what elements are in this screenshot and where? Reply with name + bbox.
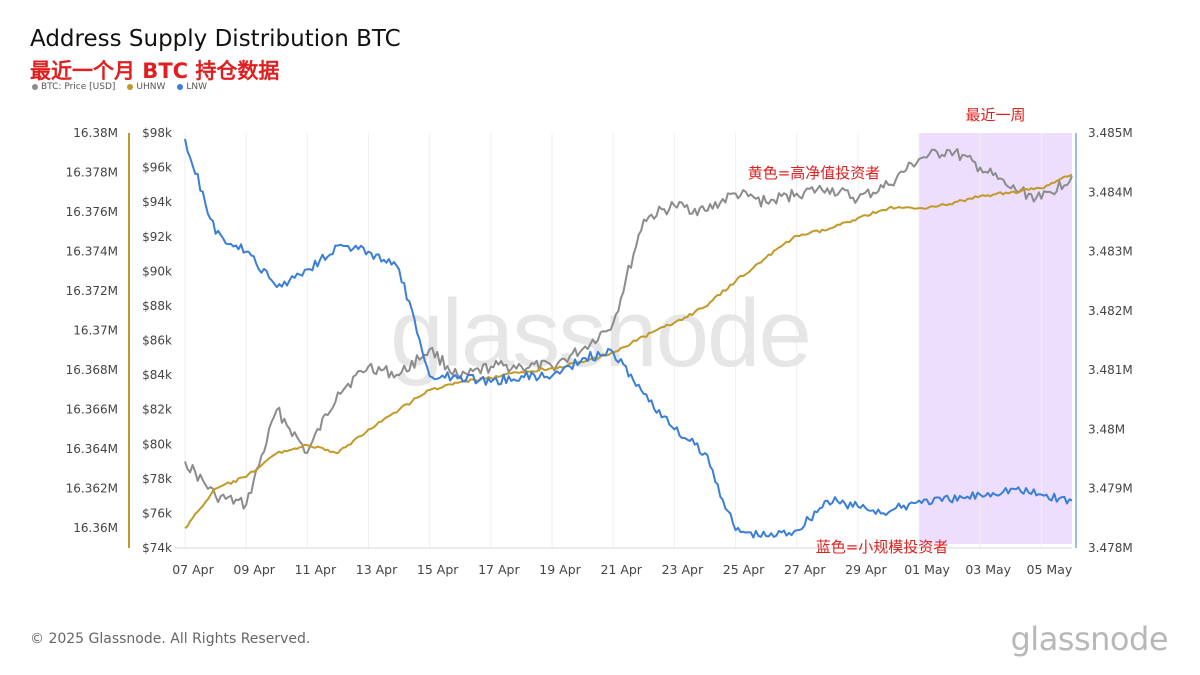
legend-label-lnw: LNW <box>186 82 208 92</box>
x-tick-label: 25 Apr <box>723 562 765 577</box>
highlight-region <box>919 133 1072 544</box>
legend-label-price: BTC: Price [USD] <box>41 82 116 92</box>
legend: BTC: Price [USD] UHNW LNW <box>32 82 207 92</box>
lnw-tick-label: 3.483M <box>1088 245 1133 259</box>
x-tick-label: 03 May <box>965 562 1011 577</box>
x-tick-label: 17 Apr <box>478 562 520 577</box>
price-tick-label: $96k <box>142 161 172 175</box>
uhnw-tick-label: 16.376M <box>66 205 118 219</box>
x-tick-label: 23 Apr <box>662 562 704 577</box>
legend-swatch-lnw <box>177 84 184 90</box>
x-tick-label: 01 May <box>904 562 950 577</box>
price-series-line <box>184 148 1073 510</box>
glassnode-logo: glassnode <box>1010 620 1168 658</box>
annotation-lnw: 蓝色=小规模投资者 <box>816 538 949 556</box>
price-tick-label: $84k <box>142 368 172 382</box>
uhnw-tick-label: 16.38M <box>73 126 118 140</box>
chart-subtitle: 最近一个月 BTC 持仓数据 <box>30 59 280 83</box>
price-tick-label: $78k <box>142 472 172 486</box>
lnw-series-line <box>184 138 1073 539</box>
uhnw-tick-label: 16.364M <box>66 442 118 456</box>
legend-label-uhnw: UHNW <box>136 82 166 92</box>
copyright: © 2025 Glassnode. All Rights Reserved. <box>30 631 311 647</box>
uhnw-tick-label: 16.362M <box>66 482 118 496</box>
price-tick-label: $90k <box>142 264 172 278</box>
legend-item-lnw[interactable]: LNW <box>177 82 207 92</box>
lnw-tick-label: 3.482M <box>1088 304 1133 318</box>
lnw-tick-label: 3.484M <box>1088 185 1133 199</box>
price-tick-label: $86k <box>142 334 172 348</box>
lnw-tick-label: 3.481M <box>1088 363 1133 377</box>
uhnw-tick-label: 16.374M <box>66 245 118 259</box>
legend-swatch-uhnw <box>127 84 134 90</box>
price-tick-label: $82k <box>142 403 172 417</box>
legend-item-price[interactable]: BTC: Price [USD] <box>32 82 115 92</box>
lnw-tick-label: 3.48M <box>1088 422 1125 436</box>
legend-item-uhnw[interactable]: UHNW <box>127 82 165 92</box>
uhnw-tick-label: 16.36M <box>73 521 118 535</box>
lnw-tick-label: 3.478M <box>1088 541 1133 555</box>
chart-canvas: glassnode 07 Apr 09 Apr 11 Apr 13 Apr 15 Apr… <box>66 106 1133 577</box>
x-tick-label: 29 Apr <box>845 562 887 577</box>
highlight-label: 最近一周 <box>966 106 1026 124</box>
legend-swatch-price <box>32 84 38 90</box>
price-tick-label: $94k <box>142 195 172 209</box>
x-tick-label: 07 Apr <box>172 562 214 577</box>
x-tick-label: 15 Apr <box>417 562 459 577</box>
price-tick-label: $88k <box>142 299 172 313</box>
uhnw-series-line <box>184 173 1073 529</box>
price-tick-label: $74k <box>142 541 172 555</box>
annotation-uhnw: 黄色=高净值投资者 <box>748 164 881 182</box>
price-tick-label: $76k <box>142 506 172 520</box>
x-tick-label: 05 May <box>1027 562 1073 577</box>
lnw-tick-label: 3.479M <box>1088 482 1133 496</box>
chart-title: Address Supply Distribution BTC <box>30 26 401 52</box>
price-tick-label: $98k <box>142 126 172 140</box>
x-tick-label: 19 Apr <box>539 562 581 577</box>
uhnw-tick-label: 16.378M <box>66 166 118 180</box>
x-tick-label: 21 Apr <box>600 562 642 577</box>
uhnw-tick-label: 16.37M <box>73 324 118 338</box>
x-tick-label: 13 Apr <box>356 562 398 577</box>
lnw-tick-label: 3.485M <box>1088 126 1133 140</box>
x-tick-label: 09 Apr <box>233 562 275 577</box>
price-tick-label: $92k <box>142 230 172 244</box>
price-tick-label: $80k <box>142 437 172 451</box>
uhnw-tick-label: 16.368M <box>66 363 118 377</box>
x-tick-label: 27 Apr <box>784 562 826 577</box>
x-tick-label: 11 Apr <box>295 562 337 577</box>
uhnw-tick-label: 16.366M <box>66 403 118 417</box>
uhnw-tick-label: 16.372M <box>66 284 118 298</box>
